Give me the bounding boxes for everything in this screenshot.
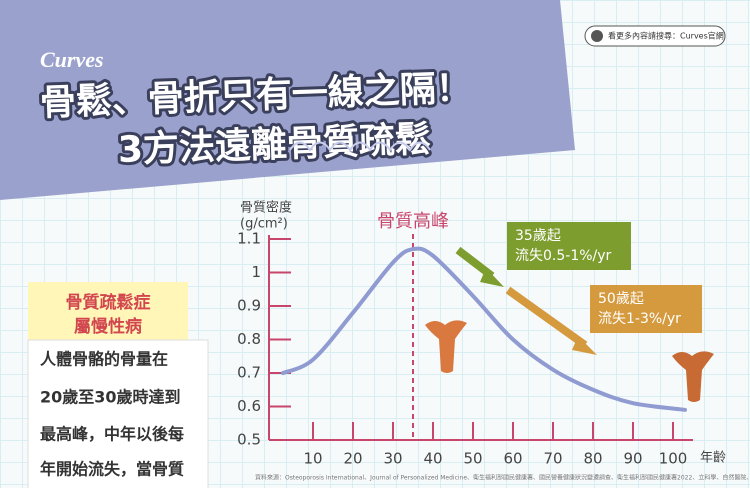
brand: Curves xyxy=(40,47,104,72)
y-tick-label: 0.7 xyxy=(237,364,261,382)
annotation: 流失1-3%/yr xyxy=(598,311,681,327)
x-tick-label: 10 xyxy=(303,450,322,468)
arrow xyxy=(480,268,504,287)
bone-icon xyxy=(672,351,714,402)
annotation: 50歲起 xyxy=(598,291,644,307)
y-tick-label: 1 xyxy=(251,263,261,281)
side-title: 骨質疏鬆症 xyxy=(66,292,151,313)
annotation-box xyxy=(507,222,631,270)
search-icon xyxy=(591,30,603,42)
arrow xyxy=(572,336,597,355)
y-axis-label: 骨質密度 xyxy=(240,200,292,216)
x-tick-label: 30 xyxy=(383,450,402,468)
x-tick-label: 100 xyxy=(659,450,688,468)
doodle xyxy=(289,141,431,152)
x-tick-label: 40 xyxy=(423,450,442,468)
side-title: 屬慢性病 xyxy=(74,316,142,337)
y-tick-label: 0.6 xyxy=(237,397,261,415)
y-tick-label: 1.1 xyxy=(237,230,261,248)
y-tick-label: 0.5 xyxy=(237,431,261,449)
source: 資料來源：Osteoporosis International、Journal … xyxy=(255,474,750,482)
side-text: 最高峰，中年以後每 xyxy=(40,425,184,444)
x-tick-label: 60 xyxy=(503,450,522,468)
x-tick-label: 70 xyxy=(543,450,562,468)
annotation: 流失0.5-1%/yr xyxy=(515,248,612,264)
side-title-box xyxy=(28,282,188,350)
x-tick-label: 20 xyxy=(343,450,362,468)
banner xyxy=(0,0,575,200)
side-text: 人體骨骼的骨量在 xyxy=(40,350,168,369)
x-tick-label: 50 xyxy=(463,450,482,468)
y-tick-label: 0.9 xyxy=(237,297,261,315)
arrow xyxy=(505,286,588,349)
bone-icon xyxy=(425,320,467,373)
peak-label: 骨質高峰 xyxy=(377,211,449,232)
y-axis-label: (g/cm²) xyxy=(240,217,288,232)
side-text: 20歲至30歲時達到 xyxy=(40,388,181,407)
x-axis-label: 年齡 xyxy=(700,451,726,466)
annotation: 35歲起 xyxy=(515,228,561,244)
side-text-box xyxy=(27,339,209,488)
y-tick-label: 0.8 xyxy=(237,330,261,348)
x-tick-label: 90 xyxy=(623,450,642,468)
annotation-box xyxy=(590,285,702,333)
search-text: 看更多內容請搜尋：Curves官網 xyxy=(608,31,724,41)
search-pill[interactable] xyxy=(584,25,726,47)
curve xyxy=(281,246,687,412)
x-tick-label: 80 xyxy=(583,450,602,468)
side-text: 年開始流失，當骨質 xyxy=(40,460,184,479)
